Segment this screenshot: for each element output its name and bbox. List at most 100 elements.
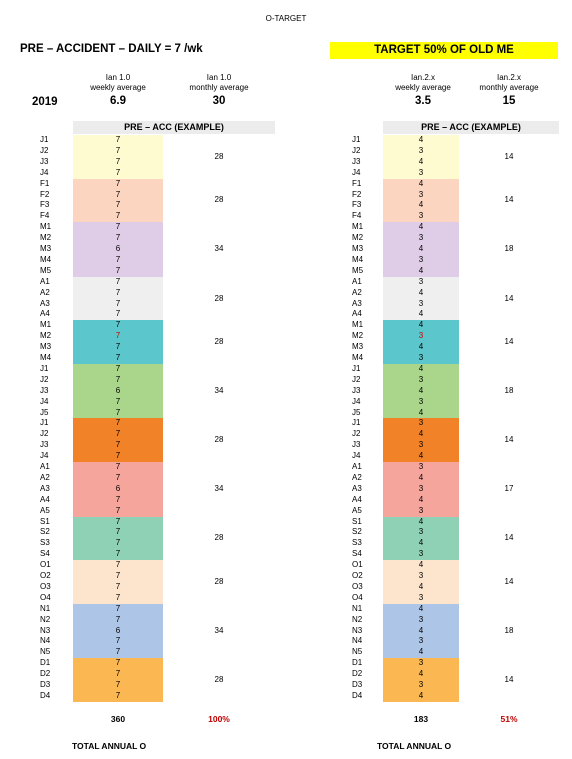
left-month-total: 28 xyxy=(214,337,224,347)
left-week-value: 7 xyxy=(115,603,121,613)
right-week-label: A2 xyxy=(352,472,362,482)
left-week-value: 7 xyxy=(115,592,121,602)
left-month-block xyxy=(73,418,163,462)
right-month-total: 18 xyxy=(504,244,514,254)
left-week-value: 7 xyxy=(115,331,121,341)
left-week-label: J2 xyxy=(40,374,49,384)
left-week-label: M1 xyxy=(40,320,52,330)
right-week-label: M3 xyxy=(352,244,364,253)
right-month-block xyxy=(383,363,459,419)
left-month-total: 28 xyxy=(214,675,224,684)
right-week-value: 4 xyxy=(418,265,424,275)
left-week-label: J1 xyxy=(40,363,49,373)
left-week-label: J3 xyxy=(40,440,49,450)
right-week-value: 3 xyxy=(418,483,424,493)
left-week-value: 7 xyxy=(115,571,121,580)
right-month-block xyxy=(383,603,459,659)
right-week-value: 4 xyxy=(418,287,424,297)
left-monthly-value: 30 xyxy=(212,95,226,107)
right-week-value: 3 xyxy=(418,440,424,450)
left-week-label: S4 xyxy=(40,549,50,559)
left-week-value: 7 xyxy=(115,254,121,264)
right-week-value: 3 xyxy=(418,462,424,471)
right-week-label: J4 xyxy=(352,167,361,177)
right-week-label: J2 xyxy=(352,145,361,155)
left-week-value: 7 xyxy=(115,647,121,657)
right-month-block xyxy=(383,135,459,179)
right-month-block xyxy=(383,658,459,702)
left-month-total: 34 xyxy=(214,386,224,396)
right-annual-percent: 51% xyxy=(500,714,518,724)
right-week-label: J1 xyxy=(352,363,361,373)
right-week-value: 4 xyxy=(418,625,424,635)
right-week-label: A3 xyxy=(352,483,362,493)
left-week-value: 7 xyxy=(115,363,121,373)
right-week-value: 4 xyxy=(418,451,424,461)
right-week-label: O4 xyxy=(352,592,363,602)
right-week-label: M3 xyxy=(352,342,364,352)
right-month-total: 17 xyxy=(504,484,514,494)
right-month-total: 18 xyxy=(504,386,514,396)
right-week-value: 3 xyxy=(418,658,424,668)
right-week-value: 3 xyxy=(418,505,424,515)
right-month-block xyxy=(383,320,459,364)
right-week-label: D1 xyxy=(352,658,363,668)
left-week-value: 7 xyxy=(115,145,121,155)
left-week-value: 7 xyxy=(115,178,121,188)
left-week-label: O1 xyxy=(40,560,51,570)
left-week-label: J1 xyxy=(40,418,49,428)
right-week-value: 3 xyxy=(418,680,424,689)
right-month-total: 14 xyxy=(504,293,514,303)
right-week-value: 3 xyxy=(418,211,424,221)
left-week-value: 7 xyxy=(115,353,121,362)
right-month-total: 18 xyxy=(504,625,514,635)
right-week-value: 3 xyxy=(418,145,424,155)
left-month-total: 34 xyxy=(214,244,224,254)
left-month-block xyxy=(73,603,163,659)
right-month-block xyxy=(383,222,459,277)
left-week-value: 7 xyxy=(115,669,121,679)
left-week-value: 7 xyxy=(115,189,121,199)
left-heading: PRE – ACCIDENT – DAILY = 7 /wk xyxy=(20,43,203,55)
right-week-value: 4 xyxy=(418,200,424,210)
left-week-label: O3 xyxy=(40,581,51,591)
right-week-label: M2 xyxy=(352,233,364,243)
right-month-block xyxy=(383,276,459,321)
left-week-value: 7 xyxy=(115,156,121,166)
right-heading: TARGET 50% OF OLD ME xyxy=(330,42,558,59)
right-footer-label: TOTAL ANNUAL O xyxy=(377,741,452,751)
left-month-block xyxy=(73,363,163,419)
left-week-value: 7 xyxy=(115,527,121,537)
left-week-value: 7 xyxy=(115,396,121,406)
right-week-value: 4 xyxy=(418,690,424,700)
right-week-value: 4 xyxy=(418,429,424,439)
left-month-total: 28 xyxy=(214,195,224,205)
right-week-label: M5 xyxy=(352,265,364,275)
left-week-value: 7 xyxy=(115,342,121,352)
left-week-label: M5 xyxy=(40,265,52,275)
left-week-value: 7 xyxy=(115,690,121,700)
left-week-value: 7 xyxy=(115,222,121,232)
right-week-value: 3 xyxy=(418,418,424,428)
left-week-label: M4 xyxy=(40,353,52,362)
left-week-label: N4 xyxy=(40,636,51,646)
right-week-label: F3 xyxy=(352,200,362,210)
right-week-label: N1 xyxy=(352,603,363,613)
right-annual-total: 183 xyxy=(413,714,429,724)
right-week-value: 4 xyxy=(418,407,424,417)
left-week-label: O2 xyxy=(40,571,51,580)
right-section-band: PRE – ACC (EXAMPLE) xyxy=(383,121,559,134)
right-weekly-value: 3.5 xyxy=(415,95,431,107)
right-week-value: 3 xyxy=(418,233,424,243)
left-section-band: PRE – ACC (EXAMPLE) xyxy=(73,121,275,134)
left-week-value: 7 xyxy=(115,516,121,526)
right-week-value: 4 xyxy=(418,560,424,570)
right-week-value: 4 xyxy=(418,385,424,395)
left-week-label: D1 xyxy=(40,658,51,668)
right-week-value: 3 xyxy=(418,592,424,602)
left-week-value: 7 xyxy=(115,472,121,482)
right-week-value: 4 xyxy=(418,156,424,166)
left-month-total: 28 xyxy=(214,576,224,586)
right-week-value: 3 xyxy=(418,276,424,286)
right-week-label: A5 xyxy=(352,505,362,515)
